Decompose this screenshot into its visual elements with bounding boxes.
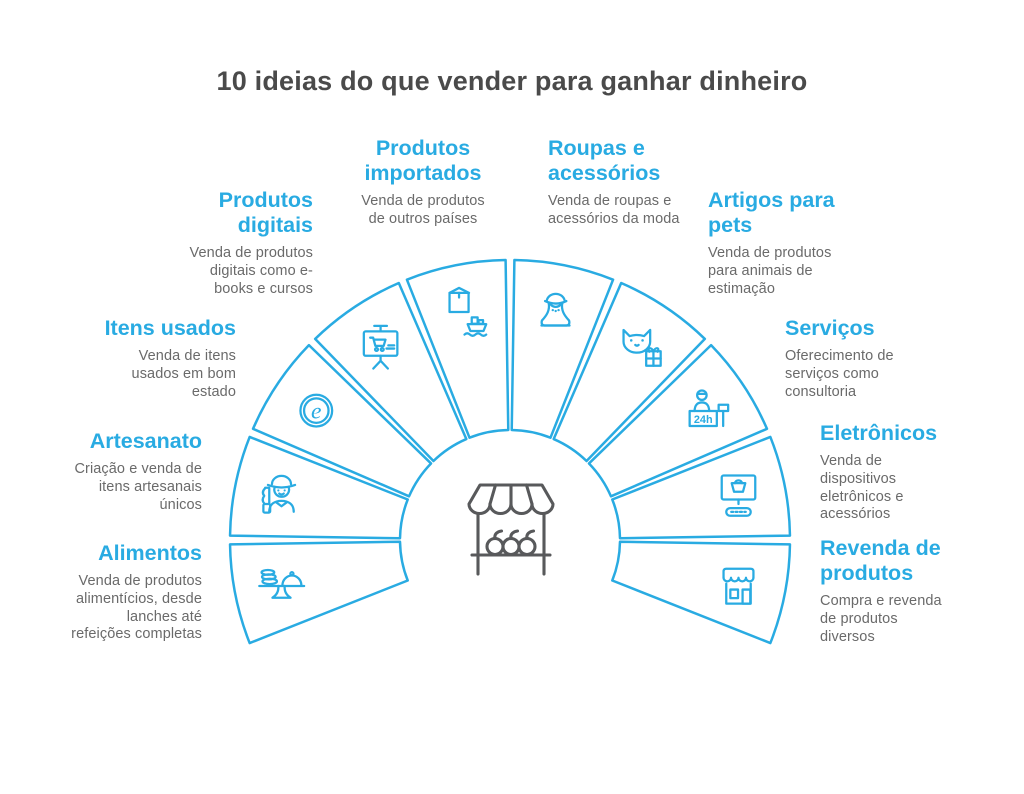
- fan-segment-produtos-digitais: [313, 281, 468, 463]
- category-description: Oferecimento de serviços como consultori…: [785, 347, 894, 400]
- fan-segment-revenda: [611, 540, 792, 645]
- category-title: Produtos importados: [364, 136, 482, 185]
- category-title: Alimentos: [98, 541, 202, 565]
- monitor-basket-icon: [720, 474, 757, 517]
- fan-segment-produtos-importados: [405, 258, 510, 439]
- fan-segment-itens-usados: [251, 343, 433, 498]
- category-description: Compra e revenda de produtos diversos: [820, 592, 942, 645]
- category-title: Revenda de produtos: [820, 536, 941, 585]
- category-servicos: Serviços Oferecimento de serviços como c…: [785, 316, 985, 401]
- package-ship-icon: [448, 286, 488, 337]
- fan-segment-artigos-pets: [552, 281, 707, 463]
- necklace-bust-icon: [540, 292, 571, 327]
- category-description: Venda de produtos digitais como e- books…: [189, 244, 313, 297]
- fan-segment-roupas-acessorios: [510, 258, 615, 439]
- category-description: Criação e venda de itens artesanais únic…: [74, 460, 202, 513]
- category-artigos-pets: Artigos para pets Venda de produtos para…: [708, 188, 923, 298]
- fan-segment-artesanato: [228, 435, 409, 540]
- category-description: Venda de produtos alimentícios, desde la…: [71, 572, 202, 643]
- category-description: Venda de itens usados em bom estado: [131, 347, 236, 400]
- category-description: Venda de produtos de outros países: [361, 192, 485, 227]
- reception-24h-icon: 24h: [688, 389, 730, 428]
- cat-gift-icon: [622, 328, 662, 367]
- svg-text:24h: 24h: [694, 414, 713, 426]
- cake-stand-icon: [258, 568, 306, 599]
- category-alimentos: Alimentos Venda de produtos alimentícios…: [22, 541, 202, 644]
- svg-text:e: e: [311, 399, 321, 425]
- category-title: Produtos digitais: [218, 188, 313, 237]
- category-eletronicos: Eletrônicos Venda de dispositivos eletrô…: [820, 421, 1010, 524]
- craftsman-icon: [261, 474, 297, 514]
- fan-segment-alimentos: [228, 540, 409, 645]
- category-produtos-digitais: Produtos digitais Venda de produtos digi…: [63, 188, 313, 298]
- category-title: Artesanato: [89, 429, 202, 453]
- e-commerce-circle-icon: e: [299, 393, 334, 428]
- category-itens-usados: Itens usados Venda de itens usados em bo…: [26, 316, 236, 401]
- category-description: Venda de produtos para animais de estima…: [708, 244, 832, 297]
- category-roupas-acessorios: Roupas e acessórios Venda de roupas e ac…: [548, 136, 763, 229]
- category-revenda: Revenda de produtos Compra e revenda de …: [820, 536, 1024, 646]
- category-artesanato: Artesanato Criação e venda de itens arte…: [22, 429, 202, 514]
- category-title: Artigos para pets: [708, 188, 835, 237]
- page-title: 10 ideias do que vender para ganhar dinh…: [216, 66, 808, 96]
- category-title: Serviços: [785, 316, 875, 340]
- category-title: Roupas e acessórios: [548, 136, 661, 185]
- category-title: Eletrônicos: [820, 421, 938, 445]
- category-description: Venda de roupas e acessórios da moda: [548, 192, 680, 227]
- category-description: Venda de dispositivos eletrônicos e aces…: [820, 452, 904, 523]
- storefront-icon: [722, 567, 755, 605]
- category-title: Itens usados: [104, 316, 236, 340]
- presentation-cart-icon: [362, 324, 399, 370]
- market-stall-icon: [467, 483, 555, 576]
- category-produtos-importados: Produtos importados Venda de produtos de…: [318, 136, 528, 229]
- fan-segment-servicos: [587, 343, 769, 498]
